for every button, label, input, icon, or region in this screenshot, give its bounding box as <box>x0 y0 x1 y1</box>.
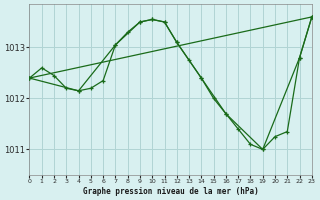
X-axis label: Graphe pression niveau de la mer (hPa): Graphe pression niveau de la mer (hPa) <box>83 187 259 196</box>
